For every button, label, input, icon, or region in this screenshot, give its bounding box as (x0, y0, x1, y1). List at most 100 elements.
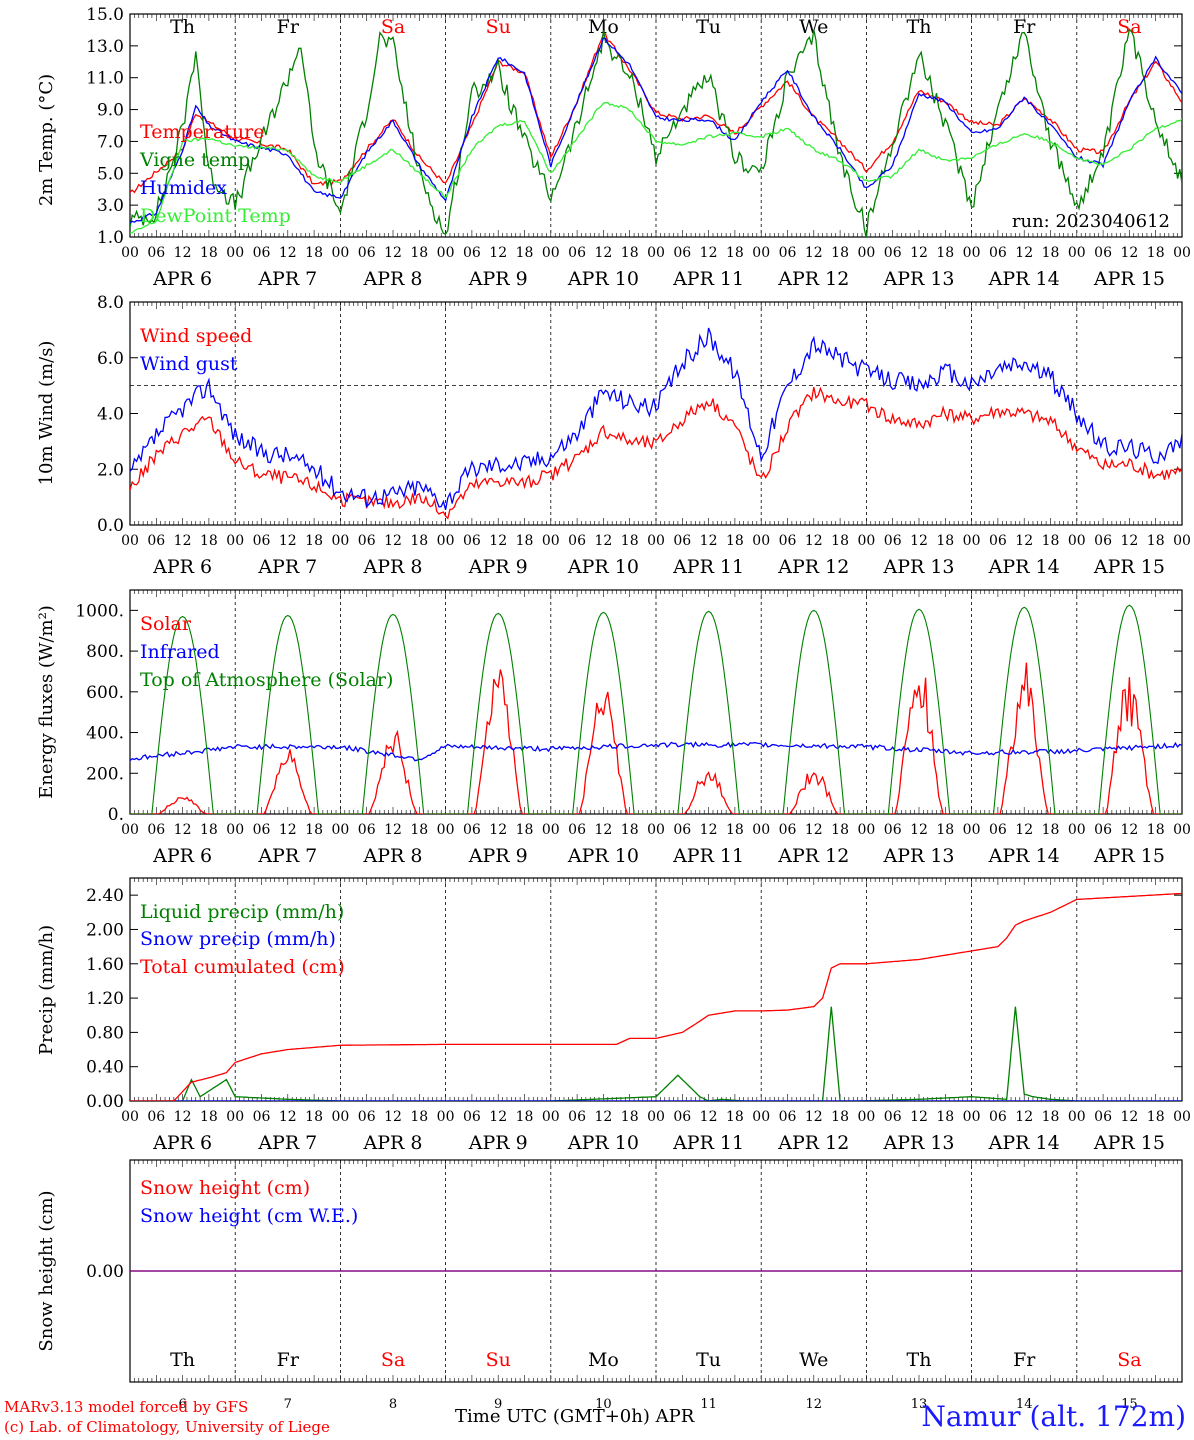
date-label: APR 10 (567, 268, 639, 290)
hour-tick-label: 06 (147, 245, 165, 261)
hour-tick-label: 06 (253, 1109, 271, 1125)
hour-tick-label: 12 (384, 1109, 402, 1125)
hour-tick-label: 12 (174, 822, 192, 838)
hour-tick-label: 06 (779, 533, 797, 549)
hour-tick-label: 00 (437, 1109, 455, 1125)
hour-tick-label: 00 (752, 245, 770, 261)
day-number-label: 12 (806, 1397, 823, 1412)
hour-tick-label: 00 (331, 533, 349, 549)
y-tick-label: 800. (86, 642, 124, 662)
hour-tick-label: 12 (384, 822, 402, 838)
hour-tick-label: 00 (437, 245, 455, 261)
date-label: APR 15 (1093, 845, 1165, 867)
legend-snow-height-cm-: Snow height (cm) (140, 1177, 310, 1199)
hour-tick-label: 18 (410, 1109, 428, 1125)
hour-tick-label: 12 (489, 1109, 507, 1125)
hour-tick-label: 00 (963, 245, 981, 261)
hour-tick-label: 18 (1147, 533, 1165, 549)
hour-tick-label: 00 (647, 1109, 665, 1125)
hour-tick-label: 00 (857, 533, 875, 549)
hour-tick-label: 12 (910, 533, 928, 549)
panel-3: 0. 200. 400. 600. 800. 1000. Energy fluxes (W/… (36, 589, 1191, 867)
hour-tick-label: 18 (726, 245, 744, 261)
hour-tick-label: 06 (568, 245, 586, 261)
hour-tick-label: 12 (594, 533, 612, 549)
hour-tick-label: 06 (568, 822, 586, 838)
hour-tick-label: 12 (700, 822, 718, 838)
hour-tick-label: 18 (621, 1109, 639, 1125)
hour-tick-label: 06 (463, 533, 481, 549)
legend-dewpoint-temp: DewPoint Temp (140, 205, 291, 227)
hour-tick-label: 00 (647, 822, 665, 838)
month-label: APR (655, 1406, 695, 1427)
hour-tick-label: 00 (121, 533, 139, 549)
hour-tick-label: 18 (936, 533, 954, 549)
run-annotation: run: 2023040612 (1012, 211, 1170, 232)
date-label: APR 12 (777, 1132, 849, 1154)
hour-tick-label: 18 (831, 245, 849, 261)
hour-tick-label: 00 (1068, 822, 1086, 838)
hour-tick-label: 06 (673, 1109, 691, 1125)
weekday-label: Sa (381, 16, 405, 38)
series-humidex (130, 37, 1182, 224)
plot-frame (129, 13, 1183, 238)
y-tick-label: 0. (108, 805, 124, 825)
hour-tick-label: 00 (857, 1109, 875, 1125)
date-label: APR 8 (363, 845, 423, 867)
hour-tick-label: 18 (621, 822, 639, 838)
hour-tick-label: 00 (121, 1109, 139, 1125)
y-tick-label: 0.40 (86, 1058, 124, 1078)
date-label: APR 8 (363, 268, 423, 290)
day-number-label: 13 (911, 1397, 928, 1412)
hour-tick-label: 12 (1120, 533, 1138, 549)
hour-tick-label: 18 (1042, 1109, 1060, 1125)
legend-wind-gust: Wind gust (140, 353, 238, 375)
date-label: APR 7 (257, 268, 317, 290)
hour-tick-label: 18 (1042, 533, 1060, 549)
hour-tick-label: 18 (1042, 245, 1060, 261)
hour-tick-label: 00 (752, 1109, 770, 1125)
weekday-label: Tu (696, 16, 721, 38)
series-group (130, 892, 1182, 1101)
weekday-label: We (799, 1349, 828, 1371)
date-label: APR 14 (988, 1132, 1060, 1154)
y-tick-label: 2.40 (86, 886, 124, 906)
y-tick-label: 600. (86, 683, 124, 703)
hour-tick-label: 00 (121, 245, 139, 261)
hour-tick-label: 06 (358, 533, 376, 549)
y-tick-label: 3.0 (97, 196, 124, 216)
y-tick-label: 11.0 (86, 69, 124, 89)
hour-tick-label: 12 (700, 533, 718, 549)
legend-vigne-temp: Vigne temp (139, 149, 250, 171)
hour-tick-label: 12 (594, 822, 612, 838)
weekday-label: Fr (277, 1349, 300, 1371)
date-label: APR 11 (672, 556, 744, 578)
weekday-label: Th (907, 1349, 932, 1371)
hour-tick-label: 06 (1094, 245, 1112, 261)
series-liquid-precip-mm-h- (130, 1006, 1182, 1101)
y-tick-label: 1000. (75, 601, 124, 621)
hour-tick-label: 06 (568, 533, 586, 549)
legend-liquid-precip-mm-h-: Liquid precip (mm/h) (140, 901, 344, 923)
legend-infrared: Infrared (140, 641, 220, 663)
hour-tick-label: 06 (989, 245, 1007, 261)
y-tick-label: 1.60 (86, 955, 124, 975)
hour-tick-label: 12 (1015, 245, 1033, 261)
hour-tick-label: 06 (253, 533, 271, 549)
hour-tick-label: 06 (147, 1109, 165, 1125)
y-tick-label: 5.0 (97, 164, 124, 184)
hour-tick-label: 00 (857, 822, 875, 838)
y-tick-label: 1.20 (86, 989, 124, 1009)
time-axis-text: Time UTC (GMT+0h) (455, 1406, 650, 1427)
y-axis-label: Energy fluxes (W/m²) (36, 605, 57, 799)
hour-tick-label: 06 (1094, 822, 1112, 838)
hour-tick-label: 00 (331, 1109, 349, 1125)
hour-tick-label: 12 (279, 822, 297, 838)
legend-total-cumulated-cm-: Total cumulated (cm) (140, 956, 345, 978)
legend-snow-precip-mm-h-: Snow precip (mm/h) (140, 928, 336, 950)
date-label: APR 6 (152, 1132, 212, 1154)
hour-tick-label: 00 (857, 245, 875, 261)
date-label: APR 15 (1093, 1132, 1165, 1154)
legend-wind-speed: Wind speed (140, 325, 252, 347)
